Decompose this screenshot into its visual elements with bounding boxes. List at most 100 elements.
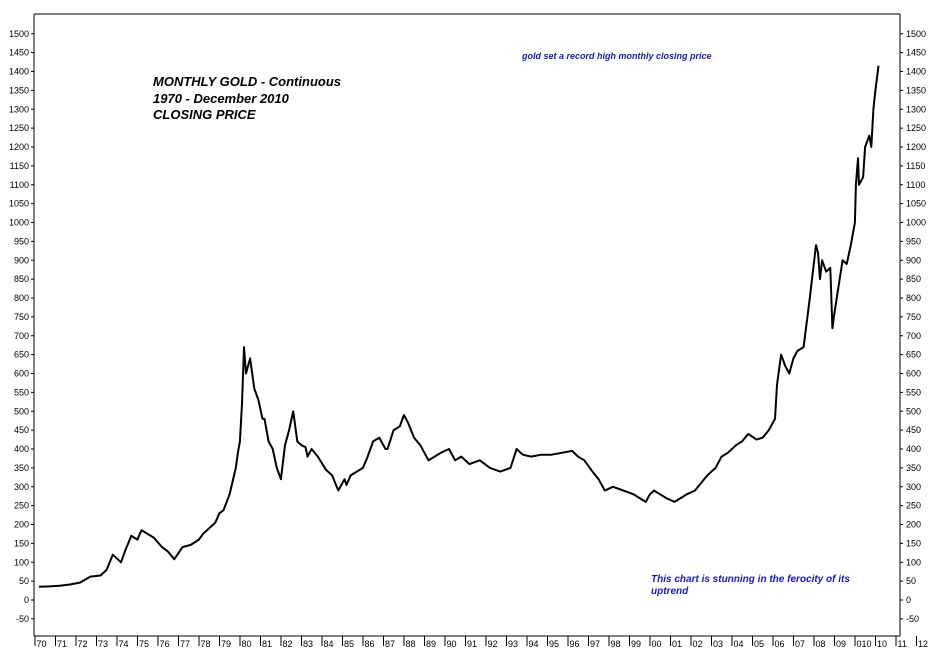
x-tick-label: 99 (631, 639, 641, 649)
y-tick-label-left: 1100 (10, 180, 29, 190)
y-tick-label-left: 650 (14, 350, 29, 360)
y-tick-label-right: 1100 (906, 180, 925, 190)
y-tick-label-right: 100 (906, 557, 921, 567)
x-tick-label: 91 (467, 639, 477, 649)
y-tick-label-right: 450 (906, 425, 921, 435)
x-tick-label: 10 (877, 639, 887, 649)
chart-title-line-3: CLOSING PRICE (153, 107, 256, 122)
y-tick-label-left: 600 (14, 369, 29, 379)
y-tick-label-left: 200 (14, 520, 29, 530)
x-axis-ticks: 70 71 72 73 74 75 76 77 78 79 80 81 82 83 84 85 86 87 88 89… (34, 636, 928, 649)
x-tick-label: 93 (508, 639, 518, 649)
y-tick-label-left: 1000 (9, 218, 29, 228)
gold-price-series-line (38, 65, 880, 588)
x-tick-label: 01 (672, 639, 682, 649)
y-tick-label-left: 700 (14, 331, 29, 341)
y-tick-label-left: 850 (14, 274, 29, 284)
y-tick-label-right: 1200 (906, 142, 926, 152)
x-tick-label: 03 (713, 639, 723, 649)
x-tick-label: 75 (139, 639, 149, 649)
x-tick-label: 77 (180, 639, 190, 649)
y-tick-label-right: 650 (906, 350, 921, 360)
x-tick-label: 89 (426, 639, 436, 649)
x-tick-label: 92 (488, 639, 498, 649)
x-tick-label: 80 (242, 639, 252, 649)
y-tick-label-right: 550 (906, 387, 921, 397)
y-tick-label-right: 300 (906, 482, 921, 492)
y-tick-label-left: 1450 (9, 48, 29, 58)
chart-title-line-1: MONTHLY GOLD - Continuous (153, 74, 341, 89)
y-tick-label-right: 700 (906, 331, 921, 341)
x-tick-label: 98 (611, 639, 621, 649)
x-tick-label: 72 (78, 639, 88, 649)
x-tick-label: 07 (795, 639, 805, 649)
y-tick-label-right: 200 (906, 520, 921, 530)
y-tick-label-right: 600 (906, 369, 921, 379)
y-tick-label-left: 500 (14, 406, 29, 416)
x-tick-label: 12 (918, 639, 928, 649)
y-tick-label-left: -50 (16, 614, 29, 624)
y-tick-label-right: 1500 (906, 29, 926, 39)
y-tick-label-right: 800 (906, 293, 921, 303)
y-tick-label-left: 350 (14, 463, 29, 473)
y-tick-label-left: 300 (14, 482, 29, 492)
x-tick-label: 76 (160, 639, 170, 649)
y-tick-label-right: 1050 (906, 199, 926, 209)
x-tick-label: 85 (344, 639, 354, 649)
chart-title-line-2: 1970 - December 2010 (153, 91, 289, 106)
x-tick-label: 86 (365, 639, 375, 649)
y-tick-label-left: 950 (14, 236, 29, 246)
y-tick-label-left: 100 (14, 557, 29, 567)
x-tick-label: 81 (262, 639, 272, 649)
y-tick-label-right: 350 (906, 463, 921, 473)
x-tick-label: 73 (98, 639, 108, 649)
x-tick-label: 08 (816, 639, 826, 649)
record-high-annotation: gold set a record high monthly closing p… (522, 51, 712, 61)
x-tick-label: 78 (201, 639, 211, 649)
x-tick-label: 83 (303, 639, 313, 649)
x-tick-label: 94 (529, 639, 539, 649)
x-tick-label: 010 (857, 639, 872, 649)
y-tick-label-left: 400 (14, 444, 29, 454)
x-tick-label: 84 (324, 639, 334, 649)
x-tick-label: 05 (754, 639, 764, 649)
y-tick-label-left: 1050 (9, 199, 29, 209)
uptrend-annotation: This chart is stunning in the ferocity o… (651, 574, 850, 597)
x-tick-label: 70 (37, 639, 47, 649)
y-tick-label-left: 450 (14, 425, 29, 435)
y-tick-label-right: 150 (906, 538, 921, 548)
y-tick-label-left: 1300 (9, 104, 29, 114)
y-tick-label-left: 250 (14, 501, 29, 511)
y-tick-label-right: 400 (906, 444, 921, 454)
y-tick-label-left: 150 (14, 538, 29, 548)
y-tick-label-right: 950 (906, 236, 921, 246)
y-tick-label-left: 50 (19, 576, 29, 586)
x-tick-label: 71 (57, 639, 67, 649)
y-tick-label-right: 900 (906, 255, 921, 265)
x-tick-label: 09 (836, 639, 846, 649)
y-tick-label-left: 1400 (9, 67, 29, 77)
y-tick-label-right: 1450 (906, 48, 926, 58)
x-tick-label: 04 (734, 639, 744, 649)
y-tick-label-right: 1300 (906, 104, 926, 114)
x-tick-label: 02 (693, 639, 703, 649)
y-tick-label-left: 1200 (9, 142, 29, 152)
y-tick-label-left: 1350 (9, 85, 29, 95)
x-tick-label: 87 (385, 639, 395, 649)
x-tick-label: 06 (775, 639, 785, 649)
y-tick-label-right: 1350 (906, 85, 926, 95)
x-tick-label: 79 (221, 639, 231, 649)
x-tick-label: 90 (447, 639, 457, 649)
x-tick-label: 00 (652, 639, 662, 649)
y-tick-label-left: 750 (14, 312, 29, 322)
x-tick-label: 82 (283, 639, 293, 649)
x-tick-label: 88 (406, 639, 416, 649)
y-tick-label-right: 1250 (906, 123, 926, 133)
x-tick-label: 97 (590, 639, 600, 649)
y-tick-label-left: 900 (14, 255, 29, 265)
x-tick-label: 11 (898, 639, 907, 649)
y-tick-label-right: 850 (906, 274, 921, 284)
y-tick-label-left: 800 (14, 293, 29, 303)
y-tick-label-right: 50 (906, 576, 916, 586)
